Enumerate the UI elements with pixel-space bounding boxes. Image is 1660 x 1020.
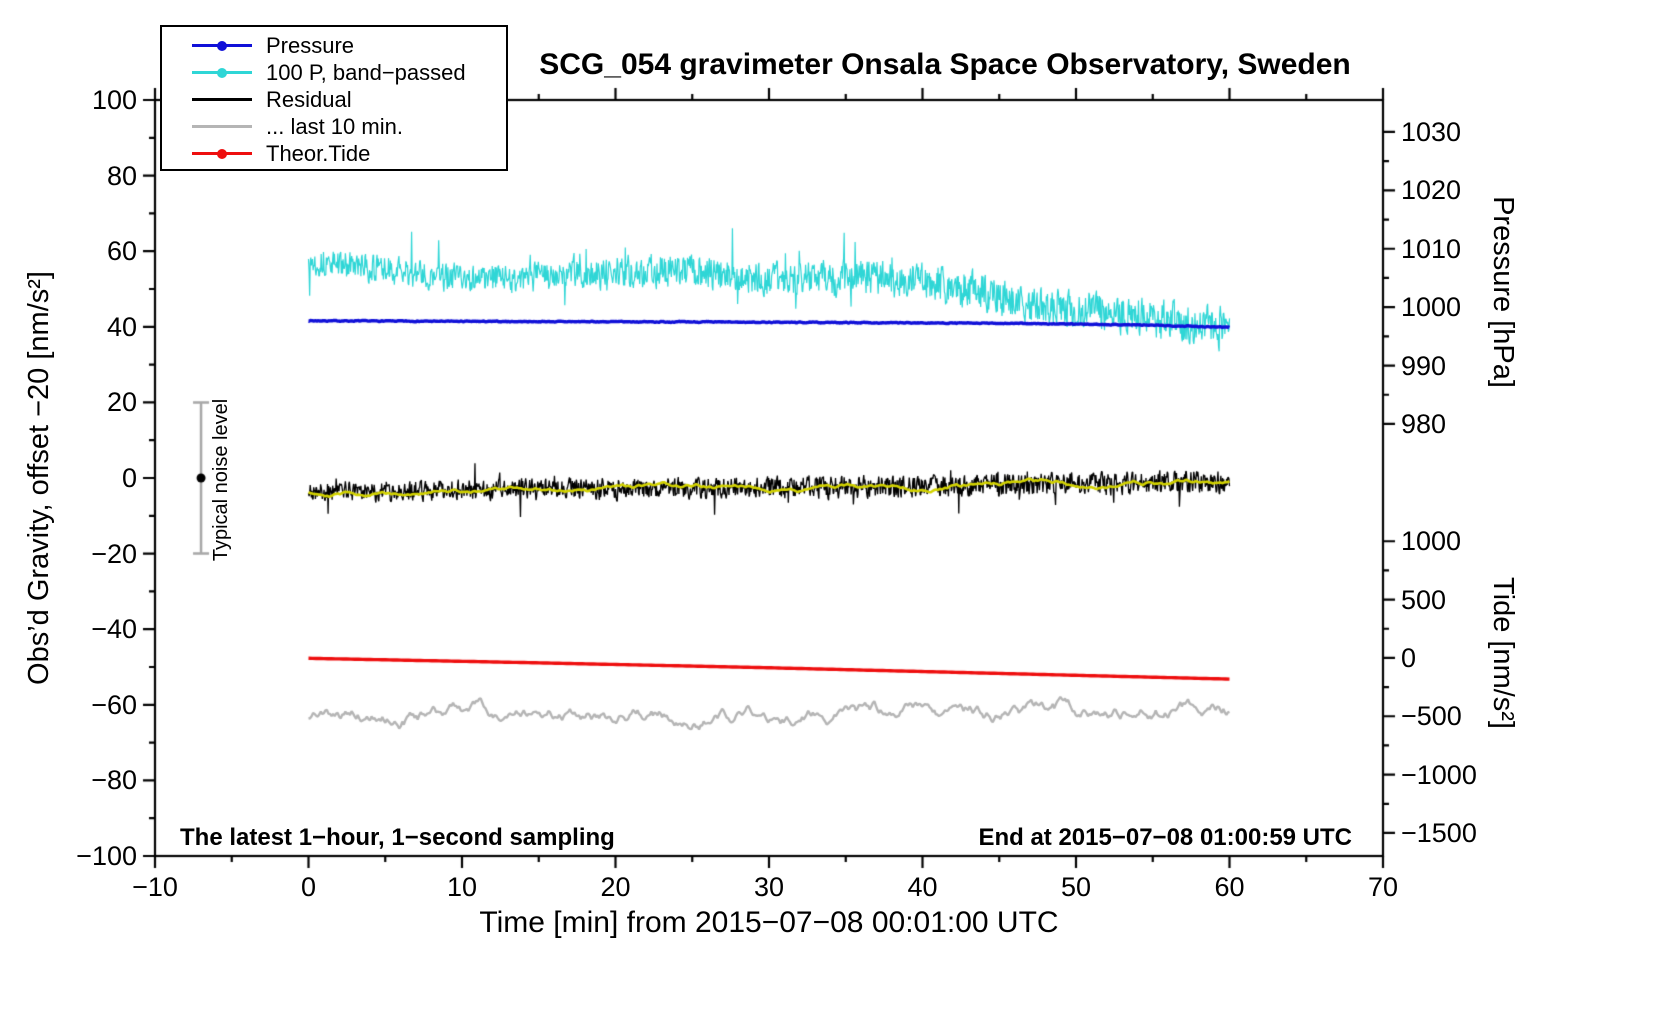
- y-left-tick-label: 20: [106, 387, 137, 418]
- x-tick-label: 50: [1060, 872, 1092, 902]
- legend-entry-label: ... last 10 min.: [266, 113, 403, 139]
- y-left-tick-label: −60: [91, 689, 137, 720]
- x-tick-label: 10: [446, 872, 478, 902]
- legend-entry-label: Theor.Tide: [266, 140, 371, 166]
- sampling-annotation: The latest 1−hour, 1−second sampling: [180, 824, 615, 851]
- tide-tick-label: −1500: [1401, 817, 1477, 848]
- legend-entry: Pressure: [162, 32, 506, 59]
- pressure-tick-label: 980: [1401, 408, 1447, 439]
- x-tick-label: 70: [1367, 872, 1399, 902]
- legend: Pressure 100 P, band−passed Residual... la…: [160, 25, 508, 171]
- tide-tick-label: 1000: [1401, 526, 1462, 557]
- y-left-tick-label: −80: [91, 765, 137, 796]
- tide-tick-label: 500: [1401, 584, 1447, 615]
- tide-tick-label: 0: [1401, 642, 1417, 673]
- y-left-tick-label: 80: [106, 160, 137, 191]
- x-tick-label: 20: [600, 872, 631, 902]
- pressure-tick-label: 990: [1401, 350, 1447, 381]
- y-left-tick-label: 40: [106, 311, 137, 342]
- legend-marker-icon: [192, 119, 252, 135]
- y-left-tick-label: −40: [91, 614, 137, 645]
- tide-tick-label: −500: [1401, 701, 1462, 732]
- y-left-tick-label: −20: [91, 538, 137, 569]
- legend-marker-icon: [192, 92, 252, 108]
- x-tick-label: 30: [753, 872, 785, 902]
- y-left-tick-label: 60: [106, 236, 137, 267]
- legend-entry-label: Pressure: [266, 32, 355, 58]
- x-tick-label: 60: [1214, 872, 1245, 902]
- legend-marker-icon: [192, 38, 252, 54]
- x-tick-label: 40: [907, 872, 938, 902]
- legend-entry: Residual: [162, 86, 506, 113]
- chart-title: SCG_054 gravimeter Onsala Space Observat…: [539, 48, 1351, 81]
- pressure-tick-label: 1030: [1401, 116, 1462, 147]
- y-left-tick-label: −100: [76, 841, 137, 871]
- x-axis-title: Time [min] from 2015−07−08 00:01:00 UTC: [479, 906, 1059, 939]
- x-tick-label: −10: [132, 872, 178, 902]
- legend-marker-icon: [192, 146, 252, 162]
- legend-entry: 100 P, band−passed: [162, 59, 506, 86]
- y-left-tick-label: 100: [91, 85, 137, 115]
- typical-noise-level-label: Typical noise level: [210, 398, 232, 562]
- pressure-tick-label: 1000: [1401, 292, 1462, 323]
- pressure-tick-label: 1020: [1401, 175, 1462, 206]
- legend-entry: Theor.Tide: [162, 140, 506, 167]
- legend-entry: ... last 10 min.: [162, 113, 506, 140]
- legend-entry-label: Residual: [266, 86, 352, 112]
- end-time-annotation: End at 2015−07−08 01:00:59 UTC: [978, 824, 1352, 851]
- pressure-tick-label: 1010: [1401, 233, 1462, 264]
- tide-tick-label: −1000: [1401, 759, 1477, 790]
- y-left-tick-label: 0: [121, 463, 137, 493]
- legend-marker-icon: [192, 65, 252, 81]
- x-tick-label: 0: [300, 872, 317, 902]
- legend-entry-label: 100 P, band−passed: [266, 59, 466, 85]
